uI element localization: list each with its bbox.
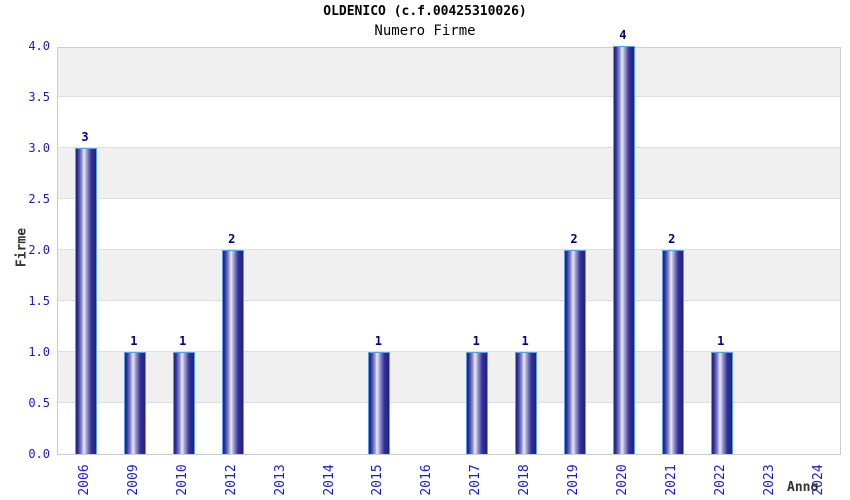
bar-value-label-2020: 4 [619, 28, 627, 42]
y-tick-label-2.5: 2.5 [28, 192, 50, 206]
gridline [58, 147, 840, 148]
x-tick-label-2023: 2023 [761, 464, 777, 496]
x-tick-label-2014: 2014 [321, 464, 337, 496]
x-tick-label-2013: 2013 [272, 464, 288, 496]
y-tick-label-1.5: 1.5 [28, 294, 50, 308]
y-tick-label-4.0: 4.0 [28, 39, 50, 53]
bar-2015 [368, 352, 391, 454]
bar-value-label-2010: 1 [179, 334, 187, 348]
x-tick-label-2009: 2009 [125, 464, 141, 496]
x-tick-label-2020: 2020 [614, 464, 630, 496]
x-tick-label-2015: 2015 [370, 464, 386, 496]
chart-title: OLDENICO (c.f.00425310026) [323, 4, 527, 19]
bar-2021 [661, 250, 684, 454]
y-tick-label-3.0: 3.0 [28, 141, 50, 155]
x-tick-label-2018: 2018 [517, 464, 533, 496]
bar-value-label-2017: 1 [472, 334, 480, 348]
gridline [58, 198, 840, 199]
gridline [58, 300, 840, 301]
x-tick-label-2016: 2016 [419, 464, 435, 496]
plot-area [57, 46, 841, 455]
bar-value-label-2021: 2 [668, 232, 676, 246]
bar-value-label-2022: 1 [717, 334, 725, 348]
bar-2018 [515, 352, 538, 454]
bar-2019 [564, 250, 586, 454]
bar-value-label-2006: 3 [81, 130, 89, 144]
gridline [58, 96, 840, 97]
bar-value-label-2018: 1 [521, 334, 529, 348]
y-tick-label-3.5: 3.5 [28, 90, 50, 104]
x-tick-label-2021: 2021 [663, 464, 679, 496]
chart-subtitle: Numero Firme [374, 23, 476, 39]
y-tick-label-1.0: 1.0 [28, 345, 50, 359]
y-tick-label-0.5: 0.5 [28, 396, 50, 410]
y-axis-title: Firme [14, 227, 30, 268]
bar-2017 [466, 352, 489, 454]
bar-2012 [221, 250, 244, 454]
bar-2020 [612, 46, 635, 454]
x-tick-label-2019: 2019 [566, 464, 581, 496]
x-axis-title: Anno [787, 480, 819, 495]
bar-value-label-2009: 1 [130, 334, 138, 348]
bar-2009 [123, 352, 146, 454]
bar-2022 [710, 352, 733, 454]
gridline [58, 249, 840, 250]
gridline [58, 402, 840, 403]
x-tick-label-2012: 2012 [223, 464, 239, 496]
bar-value-label-2019: 2 [570, 232, 578, 246]
y-tick-label-2.0: 2.0 [28, 243, 50, 257]
bar-value-label-2015: 1 [374, 334, 382, 348]
bar-2006 [75, 148, 97, 454]
y-tick-label-0.0: 0.0 [28, 447, 50, 461]
x-tick-label-2017: 2017 [468, 464, 484, 496]
bar-2010 [172, 352, 195, 454]
x-tick-label-2010: 2010 [174, 464, 190, 496]
x-tick-label-2022: 2022 [712, 464, 728, 496]
gridline [58, 351, 840, 352]
x-tick-label-2006: 2006 [77, 464, 92, 496]
bar-value-label-2012: 2 [228, 232, 236, 246]
